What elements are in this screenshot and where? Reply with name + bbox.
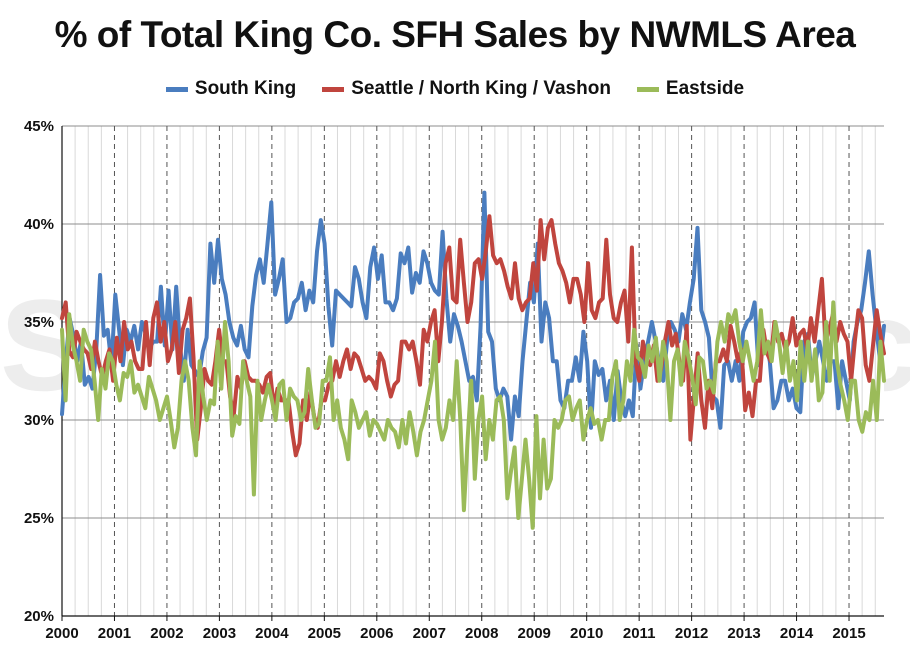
y-tick-label: 25%	[24, 510, 54, 527]
y-tick-label: 35%	[24, 314, 54, 331]
legend-label-south-king: South King	[194, 78, 297, 99]
y-tick-label: 20%	[24, 608, 54, 625]
legend-swatch-south-king	[165, 86, 188, 92]
legend-item-seattle: Seattle / North King / Vashon	[322, 78, 611, 100]
legend-swatch-eastside	[636, 86, 659, 92]
x-tick-label: 2013	[727, 625, 760, 642]
chart-legend: South King Seattle / North King / Vashon…	[0, 78, 910, 100]
x-tick-label: 2014	[780, 625, 814, 642]
series-line-eastside	[60, 300, 886, 530]
y-tick-label: 30%	[24, 412, 54, 429]
x-tick-label: 2000	[45, 625, 78, 642]
legend-item-south-king: South King	[165, 78, 297, 100]
y-tick-label: 40%	[24, 216, 54, 233]
x-tick-label: 2006	[360, 625, 393, 642]
legend-label-eastside: Eastside	[665, 78, 745, 99]
x-tick-label: 2015	[832, 625, 865, 642]
x-tick-label: 2005	[308, 625, 341, 642]
x-tick-label: 2003	[203, 625, 236, 642]
chart-title: % of Total King Co. SFH Sales by NWMLS A…	[54, 14, 856, 55]
x-tick-label: 2002	[150, 625, 183, 642]
x-tick-label: 2008	[465, 625, 498, 642]
y-axis: 20% 25% 30% 35% 40% 45%	[24, 118, 884, 625]
legend-label-seattle: Seattle / North King / Vashon	[351, 78, 611, 99]
y-tick-label: 45%	[24, 118, 54, 135]
x-tick-label: 2004	[255, 625, 289, 642]
x-tick-label: 2009	[518, 625, 551, 642]
legend-item-eastside: Eastside	[636, 78, 745, 100]
x-tick-label: 2012	[675, 625, 708, 642]
x-tick-label: 2001	[98, 625, 131, 642]
legend-swatch-seattle	[322, 86, 345, 92]
x-tick-label: 2010	[570, 625, 603, 642]
x-tick-label: 2007	[413, 625, 446, 642]
x-tick-label: 2011	[623, 625, 656, 642]
